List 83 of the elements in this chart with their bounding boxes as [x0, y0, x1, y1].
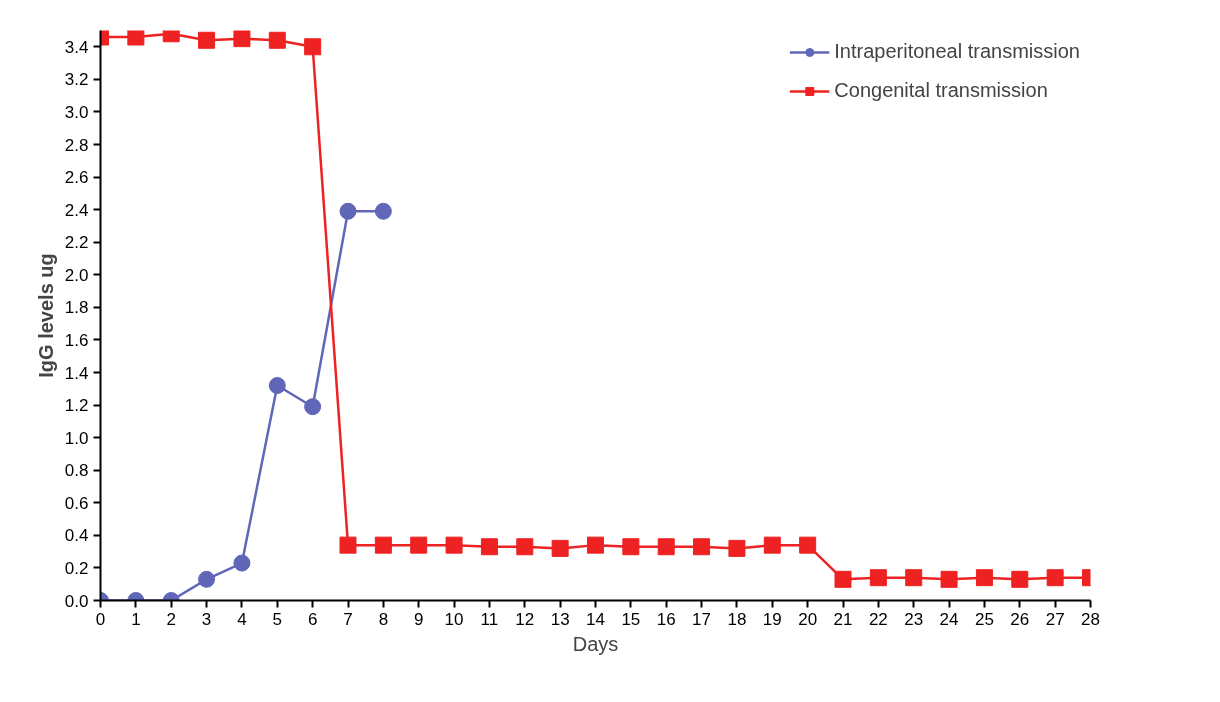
point: [268, 377, 286, 395]
point: [940, 570, 958, 588]
y-tick-label: 2.2: [64, 233, 89, 253]
point: [304, 398, 322, 416]
x-tick-label: 14: [586, 609, 605, 629]
y-tick-label: 1.8: [64, 298, 89, 318]
y-tick-label: 0.6: [64, 493, 89, 513]
point: [622, 538, 640, 556]
point: [975, 569, 993, 587]
x-tick-label: 21: [833, 609, 853, 629]
x-tick-label: 28: [1081, 609, 1100, 629]
y-tick-label: 1.4: [64, 363, 89, 383]
point: [799, 536, 817, 554]
point: [480, 538, 498, 556]
x-tick-label: 15: [621, 609, 641, 629]
y-tick-label: 2.8: [64, 135, 89, 155]
point: [1046, 569, 1064, 587]
point: [304, 38, 322, 56]
x-tick-label: 23: [904, 609, 924, 629]
x-tick-label: 19: [762, 609, 782, 629]
x-tick-label: 25: [974, 609, 994, 629]
y-tick-label: 3.4: [64, 37, 89, 57]
point: [728, 539, 746, 557]
point: [445, 536, 463, 554]
x-tick-label: 18: [727, 609, 747, 629]
x-tick-label: 0: [95, 609, 106, 629]
y-tick-label: 3.0: [64, 102, 89, 122]
point: [1011, 570, 1029, 588]
x-tick-label: 13: [550, 609, 570, 629]
x-tick-label: 26: [1010, 609, 1030, 629]
y-tick-label: 1.2: [64, 396, 89, 416]
y-tick-label: 2.6: [64, 168, 89, 188]
y-tick-label: 2.4: [64, 200, 89, 220]
point: [233, 30, 251, 48]
x-tick-label: 8: [378, 609, 389, 629]
x-tick-label: 16: [656, 609, 676, 629]
point: [127, 30, 145, 46]
point: [339, 536, 357, 554]
x-tick-label: 2: [166, 609, 176, 629]
x-tick-label: 22: [868, 609, 888, 629]
point: [693, 538, 711, 556]
y-axis-title: IgG levels ug: [34, 253, 57, 378]
point: [374, 536, 392, 554]
x-tick-label: 27: [1045, 609, 1065, 629]
y-tick-label: 2.0: [64, 265, 89, 285]
point: [834, 570, 852, 588]
point: [410, 536, 428, 554]
point: [869, 569, 887, 587]
x-tick-label: 24: [939, 609, 959, 629]
x-tick-label: 9: [413, 609, 424, 629]
point: [339, 202, 357, 220]
point: [198, 31, 216, 49]
legend-label: Intraperitoneal transmission: [834, 40, 1080, 63]
point: [551, 539, 569, 557]
x-tick-label: 17: [692, 609, 712, 629]
point: [516, 538, 534, 556]
y-tick-label: 0.8: [64, 461, 89, 481]
point: [657, 538, 675, 556]
legend-label: Congenital transmission: [834, 79, 1048, 102]
point: [268, 31, 286, 49]
point: [905, 569, 923, 587]
y-tick-label: 0.0: [64, 591, 89, 611]
point: [374, 202, 392, 220]
x-tick-label: 12: [515, 609, 535, 629]
x-tick-label: 1: [131, 609, 141, 629]
y-tick-label: 1.6: [64, 330, 89, 350]
y-tick-label: 0.4: [64, 526, 89, 546]
y-tick-label: 0.2: [64, 558, 89, 578]
x-tick-label: 6: [307, 609, 318, 629]
point: [233, 554, 251, 572]
x-tick-label: 3: [201, 609, 212, 629]
x-tick-label: 4: [237, 609, 247, 629]
point: [763, 536, 781, 554]
x-tick-label: 10: [444, 609, 464, 629]
x-axis-title: Days: [572, 632, 619, 655]
point: [198, 570, 216, 588]
point: [587, 536, 604, 554]
x-tick-label: 7: [343, 609, 353, 629]
x-tick-label: 11: [480, 609, 499, 629]
x-tick-label: 20: [798, 609, 818, 629]
x-tick-label: 5: [272, 609, 283, 629]
y-tick-label: 1.0: [64, 428, 89, 448]
y-tick-label: 3.2: [64, 70, 89, 90]
